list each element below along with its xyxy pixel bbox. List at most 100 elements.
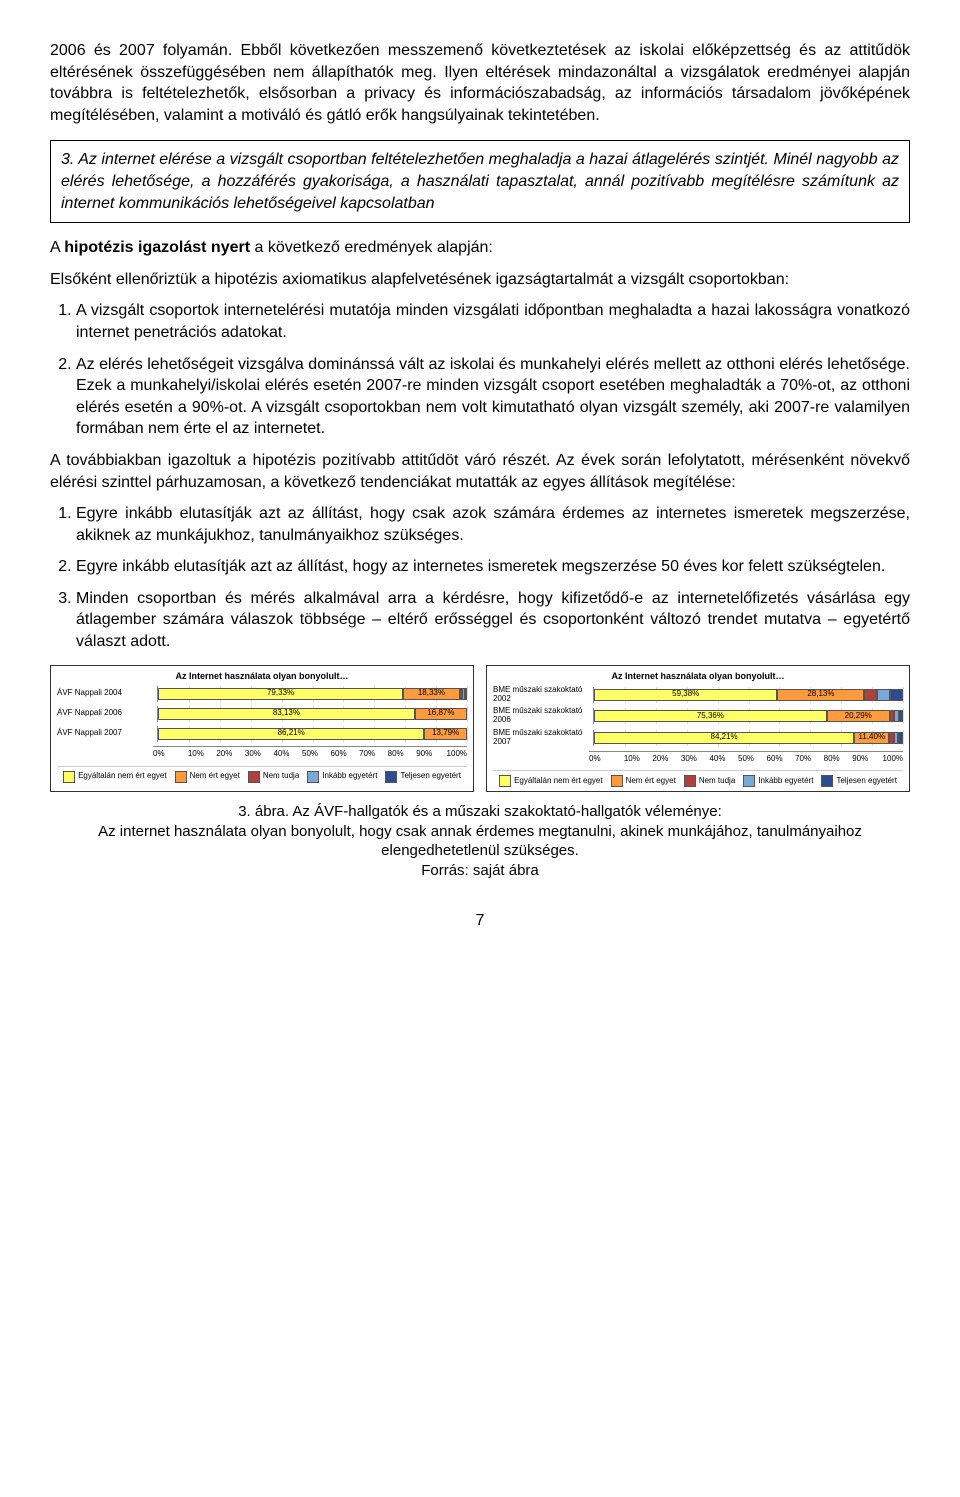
bar-segment-small	[890, 689, 903, 701]
legend-label: Egyáltalán nem ért egyet	[514, 776, 603, 787]
legend-swatch	[499, 775, 511, 787]
chart-category: BME műszaki szakoktató 2002	[493, 686, 593, 704]
bar-segment: 84,21%	[594, 732, 854, 744]
chart-category: BME műszaki szakoktató 2007	[493, 729, 593, 747]
chart-category: BME műszaki szakoktató 2006	[493, 707, 593, 725]
figcap-line1: 3. ábra. Az ÁVF-hallgatók és a műszaki s…	[238, 803, 722, 820]
xtick: 30%	[239, 749, 268, 760]
xtick: 70%	[353, 749, 382, 760]
xtick: 70%	[789, 754, 818, 765]
legend-item: Nem tudja	[684, 775, 735, 787]
xtick: 50%	[732, 754, 761, 765]
bar-track: 84,21%11,40%	[593, 730, 903, 746]
figcap-line2: Az internet használata olyan bonyolult, …	[98, 823, 862, 860]
chart-right: Az Internet használata olyan bonyolult…B…	[486, 665, 910, 793]
chart-left: Az Internet használata olyan bonyolult… Á…	[50, 665, 474, 793]
chart-category: ÁVF Nappali 2006	[57, 709, 157, 718]
paragraph-2: Elsőként ellenőriztük a hipotézis axioma…	[50, 269, 910, 291]
bar-track: 75,36%20,29%	[593, 708, 903, 724]
hypothesis-box: 3. Az internet elérése a vizsgált csopor…	[50, 140, 910, 223]
legend-item: Egyáltalán nem ért egyet	[63, 771, 167, 783]
xtick: 20%	[646, 754, 675, 765]
xtick: 0%	[153, 749, 182, 760]
chart-row: ÁVF Nappali 200683,13%16,87%	[57, 706, 467, 722]
xtick: 40%	[703, 754, 732, 765]
bar-segment: 75,36%	[594, 710, 827, 722]
legend-item: Inkább egyetért	[743, 775, 813, 787]
bar-track: 79,33%18,33%	[157, 686, 467, 702]
confirmation-line: A hipotézis igazolást nyert a következő …	[50, 237, 910, 259]
xtick: 50%	[296, 749, 325, 760]
page-number: 7	[50, 910, 910, 932]
legend-swatch	[63, 771, 75, 783]
legend-swatch	[611, 775, 623, 787]
legend-label: Teljesen egyetért	[836, 776, 896, 787]
legend-swatch	[743, 775, 755, 787]
bar-segment: 79,33%	[158, 688, 403, 700]
bar-track: 83,13%16,87%	[157, 706, 467, 722]
legend-item: Nem ért egyet	[175, 771, 240, 783]
xtick: 10%	[182, 749, 211, 760]
xtick: 100%	[438, 749, 467, 760]
xtick: 60%	[760, 754, 789, 765]
bar-segment: 16,87%	[415, 708, 467, 720]
chart-legend: Egyáltalán nem ért egyet Nem ért egyet Nem…	[57, 766, 467, 783]
legend-label: Nem ért egyet	[190, 771, 240, 782]
list-1-item-2: Az elérés lehetőségeit vizsgálva dominán…	[76, 354, 910, 440]
list-1: A vizsgált csoportok internetelérési mut…	[50, 300, 910, 440]
legend-swatch	[684, 775, 696, 787]
list-2: Egyre inkább elutasítják azt az állítást…	[50, 503, 910, 653]
legend-swatch	[248, 771, 260, 783]
chart-row: ÁVF Nappali 200786,21%13,79%	[57, 726, 467, 742]
xtick: 40%	[267, 749, 296, 760]
xtick: 0%	[589, 754, 618, 765]
xtick: 80%	[817, 754, 846, 765]
xtick: 30%	[675, 754, 704, 765]
bar-segment: 18,33%	[403, 688, 460, 700]
list-2-item-3: Minden csoportban és mérés alkalmával ar…	[76, 588, 910, 653]
list-1-item-1: A vizsgált csoportok internetelérési mut…	[76, 300, 910, 343]
xtick: 60%	[324, 749, 353, 760]
legend-label: Inkább egyetért	[758, 776, 813, 787]
chart-row: BME műszaki szakoktató 200784,21%11,40%	[493, 729, 903, 747]
bar-segment: 20,29%	[827, 710, 890, 722]
bar-segment-small	[465, 688, 467, 700]
list-2-item-1: Egyre inkább elutasítják azt az állítást…	[76, 503, 910, 546]
chart-xticks: 0%10%20%30%40%50%60%70%80%90%100%	[589, 751, 903, 765]
chart-legend: Egyáltalán nem ért egyet Nem ért egyet Nem…	[493, 770, 903, 787]
bar-segment: 83,13%	[158, 708, 415, 720]
chart-category: ÁVF Nappali 2004	[57, 689, 157, 698]
legend-item: Nem ért egyet	[611, 775, 676, 787]
xtick: 100%	[874, 754, 903, 765]
legend-swatch	[307, 771, 319, 783]
figure-caption: 3. ábra. Az ÁVF-hallgatók és a műszaki s…	[50, 802, 910, 880]
bar-segment-small	[864, 689, 877, 701]
paragraph-1: 2006 és 2007 folyamán. Ebből következően…	[50, 40, 910, 126]
confirmation-bold: hipotézis igazolást nyert	[64, 239, 250, 256]
legend-swatch	[821, 775, 833, 787]
xtick: 90%	[846, 754, 875, 765]
xtick: 20%	[210, 749, 239, 760]
bar-track: 86,21%13,79%	[157, 726, 467, 742]
chart-title: Az Internet használata olyan bonyolult…	[57, 670, 467, 682]
xtick: 80%	[381, 749, 410, 760]
chart-row: BME műszaki szakoktató 200675,36%20,29%	[493, 707, 903, 725]
xtick: 90%	[410, 749, 439, 760]
bar-segment-small	[898, 732, 903, 744]
legend-label: Teljesen egyetért	[400, 771, 460, 782]
legend-label: Nem ért egyet	[626, 776, 676, 787]
chart-row: BME műszaki szakoktató 200259,38%28,13%	[493, 686, 903, 704]
confirmation-rest: a következő eredmények alapján:	[250, 239, 493, 256]
chart-row: ÁVF Nappali 200479,33%18,33%	[57, 686, 467, 702]
paragraph-3: A továbbiakban igazoltuk a hipotézis poz…	[50, 450, 910, 493]
bar-segment: 59,38%	[594, 689, 777, 701]
bar-segment-small	[877, 689, 890, 701]
chart-category: ÁVF Nappali 2007	[57, 729, 157, 738]
legend-label: Nem tudja	[699, 776, 735, 787]
chart-xticks: 0%10%20%30%40%50%60%70%80%90%100%	[153, 746, 467, 760]
figcap-line3: Forrás: saját ábra	[421, 862, 539, 879]
legend-item: Nem tudja	[248, 771, 299, 783]
legend-label: Nem tudja	[263, 771, 299, 782]
bar-track: 59,38%28,13%	[593, 687, 903, 703]
bar-segment: 11,40%	[854, 732, 889, 744]
